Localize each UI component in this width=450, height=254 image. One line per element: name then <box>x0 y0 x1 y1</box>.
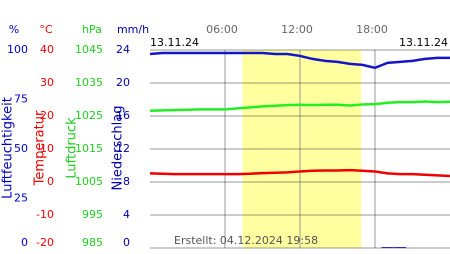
y-tick-label: 1035 <box>75 76 103 89</box>
y-tick-label: 10 <box>40 142 54 155</box>
y-tick-label: 25 <box>14 192 28 205</box>
y-tick-label: 4 <box>123 208 130 221</box>
y-tick-label: 1025 <box>75 109 103 122</box>
y-tick-label: 0 <box>21 236 28 249</box>
x-tick-label: 12:00 <box>281 23 313 36</box>
y-tick-label: 24 <box>116 43 130 56</box>
y-tick-label: -10 <box>36 208 54 221</box>
y-tick-label: 0 <box>47 175 54 188</box>
axis-label: Luftdruck <box>65 117 80 179</box>
axis-label: Luftfeuchtigkeit <box>1 97 16 199</box>
axis-unit: % <box>9 23 19 36</box>
series-line <box>149 100 450 112</box>
y-tick-label: 75 <box>14 93 28 106</box>
axis-label: Temperatur <box>33 110 48 186</box>
y-tick-label: 20 <box>116 76 130 89</box>
series-line <box>149 168 450 178</box>
y-tick-label: 12 <box>116 142 130 155</box>
y-tick-label: 30 <box>40 76 54 89</box>
y-tick-label: 995 <box>82 208 103 221</box>
date-right: 13.11.24 <box>399 36 448 49</box>
y-tick-label: 985 <box>82 236 103 249</box>
y-tick-label: 1005 <box>75 175 103 188</box>
y-tick-label: -20 <box>36 236 54 249</box>
created-label: Erstellt: 04.12.2024 19:58 <box>174 234 318 247</box>
axis-unit: °C <box>39 23 53 36</box>
axis-label: Niederschlag <box>111 106 126 191</box>
y-tick-label: 50 <box>14 142 28 155</box>
axis-unit: mm/h <box>117 23 149 36</box>
x-tick-label: 06:00 <box>206 23 238 36</box>
y-tick-label: 1015 <box>75 142 103 155</box>
date-left: 13.11.24 <box>150 36 199 49</box>
series-line <box>149 51 450 70</box>
y-tick-label: 8 <box>123 175 130 188</box>
y-tick-label: 100 <box>7 43 28 56</box>
y-tick-label: 20 <box>40 109 54 122</box>
precip-bar <box>394 247 406 248</box>
x-tick-label: 18:00 <box>356 23 388 36</box>
y-tick-label: 16 <box>116 109 130 122</box>
y-tick-label: 40 <box>40 43 54 56</box>
axis-unit: hPa <box>82 23 102 36</box>
y-tick-label: 0 <box>123 236 130 249</box>
y-tick-label: 1045 <box>75 43 103 56</box>
precip-bar <box>381 247 394 248</box>
